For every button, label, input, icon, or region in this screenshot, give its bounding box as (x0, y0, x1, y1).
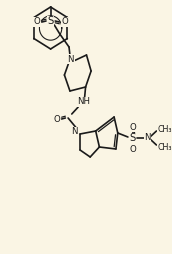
Text: S: S (47, 16, 54, 26)
Text: N: N (68, 55, 74, 64)
Text: O: O (129, 145, 136, 153)
Text: CH₃: CH₃ (157, 142, 172, 151)
Text: S: S (129, 133, 136, 143)
Text: NH: NH (77, 98, 90, 106)
Text: N: N (144, 134, 150, 142)
Text: N: N (71, 128, 78, 136)
Text: O: O (61, 18, 68, 26)
Text: O: O (129, 122, 136, 132)
Text: O: O (33, 18, 40, 26)
Text: CH₃: CH₃ (157, 124, 172, 134)
Text: O: O (54, 115, 60, 123)
